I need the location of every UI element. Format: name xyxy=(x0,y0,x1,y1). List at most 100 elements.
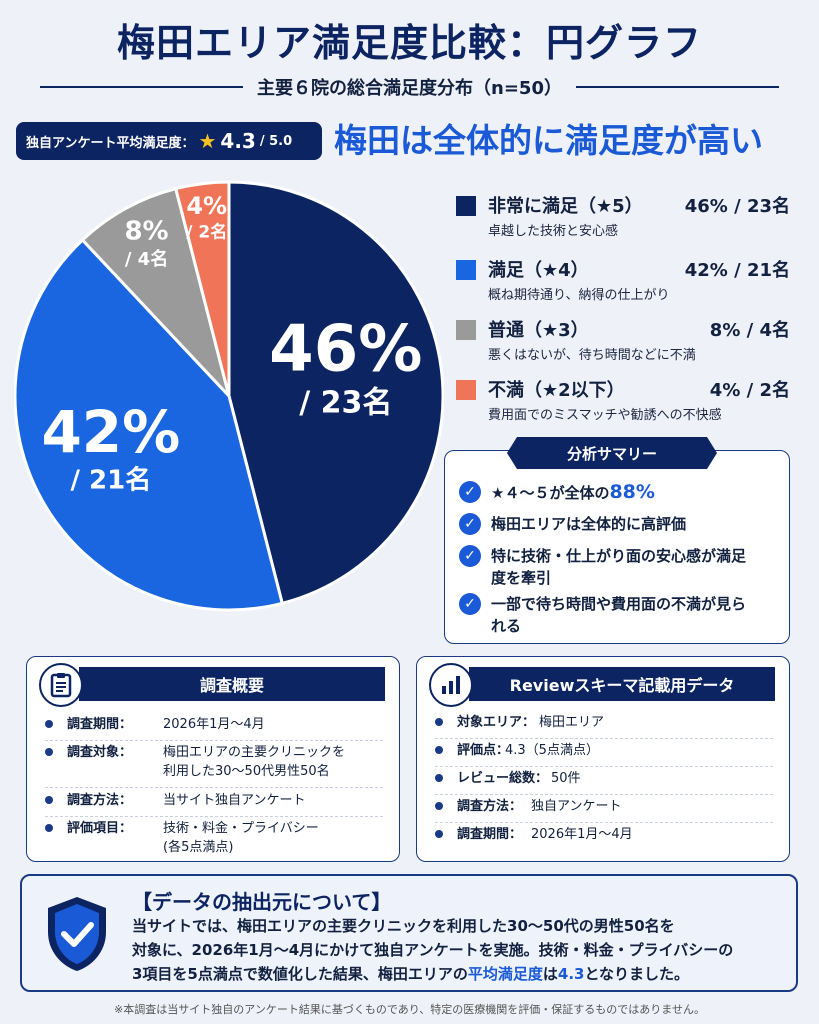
source-title: 【データの抽出元について】 xyxy=(132,890,392,914)
bullet xyxy=(435,746,443,754)
bullet xyxy=(435,802,443,810)
source-body: 当サイトでは、梅田エリアの主要クリニックを利用した30～50代の男性50名を 対… xyxy=(132,914,792,986)
subtitle: 主要６院の総合満足度分布（n=50） xyxy=(257,78,562,99)
divider-left xyxy=(40,86,244,88)
data-source-box: 【データの抽出元について】 当サイトでは、梅田エリアの主要クリニックを利用した3… xyxy=(20,874,798,992)
bullet xyxy=(45,720,53,728)
pie-slice-dissatisfied xyxy=(173,180,231,397)
clipboard-icon xyxy=(39,663,83,707)
summary-item: ✓ ★４～５が全体の88% xyxy=(459,481,655,504)
pie-slice-neutral xyxy=(80,186,231,398)
check-icon: ✓ xyxy=(459,593,481,615)
row-value: 2026年1月～4月 xyxy=(163,717,265,732)
bullet xyxy=(45,796,53,804)
divider-right xyxy=(575,86,780,88)
slice-count-label: / 21名 xyxy=(70,464,151,495)
row-value: 4.3（5点満点） xyxy=(505,743,599,758)
shield-check-icon xyxy=(48,897,106,971)
bullet xyxy=(45,748,53,756)
row-key: 調査期間： xyxy=(457,827,523,842)
pie-chart: 46%/ 23名 42%/ 21名 8%/ 4名 4%/ 2名 xyxy=(14,180,444,612)
summary-item: ✓ 梅田エリアは全体的に高評価 xyxy=(459,513,686,535)
legend-label: 非常に満足（★5） xyxy=(488,196,643,217)
row-value-line2: (各5点満点) xyxy=(163,840,234,855)
star-icon: ★ xyxy=(198,129,217,153)
row-value-line2: 利用した30～50代男性50名 xyxy=(163,764,330,779)
headline: 梅田は全体的に満足度が高い xyxy=(334,121,763,160)
average-score-label: 独自アンケート平均満足度： xyxy=(26,135,195,151)
summary-text: ★４～５が全体の xyxy=(491,484,610,502)
review-row: レビュー総数： 50件 xyxy=(435,769,773,795)
check-icon: ✓ xyxy=(459,513,481,535)
survey-row: 調査対象： 梅田エリアの主要クリニックを 利用した30～50代男性50名 xyxy=(45,743,383,788)
row-key: レビュー総数： xyxy=(457,771,549,786)
legend-description: 卓越した技術と安心感 xyxy=(488,224,619,239)
legend-label: 普通（★3） xyxy=(488,320,589,341)
row-value: 梅田エリア xyxy=(539,715,605,730)
check-icon: ✓ xyxy=(459,545,481,567)
legend-label: 不満（★2以下） xyxy=(488,380,625,401)
subtitle-row: 主要６院の総合満足度分布（n=50） xyxy=(40,72,780,102)
slice-count-label: / 4名 xyxy=(125,248,168,270)
row-key: 評価点： xyxy=(457,743,510,758)
slice-percent-label: 42% xyxy=(41,398,180,466)
bar-chart-icon xyxy=(429,663,473,707)
legend-description: 概ね期待通り、納得の仕上がり xyxy=(488,288,670,303)
row-value: 当サイト独自アンケート xyxy=(163,793,306,808)
legend-swatch xyxy=(456,260,476,280)
legend-label: 満足（★4） xyxy=(488,260,589,281)
row-key: 評価項目： xyxy=(67,821,133,836)
review-schema-box: Reviewスキーマ記載用データ 対象エリア： 梅田エリア 評価点： 4.3（5… xyxy=(416,656,790,862)
survey-row: 評価項目： 技術・料金・プライバシー (各5点満点) xyxy=(45,819,383,863)
bullet xyxy=(45,824,53,832)
summary-text: 特に技術・仕上がり面の安心感が満足度を牽引 xyxy=(491,547,747,587)
source-line: 対象に、2026年1月～4月にかけて独自アンケートを実施。技術・料金・プライバシ… xyxy=(132,941,734,959)
pie-slice-very-satisfied xyxy=(227,180,444,606)
average-score-value: 4.3 xyxy=(220,129,256,153)
summary-text: 一部で待ち時間や費用面の不満が見られる xyxy=(491,595,747,635)
survey-row: 調査方法： 当サイト独自アンケート xyxy=(45,791,383,817)
row-value: 2026年1月～4月 xyxy=(531,827,633,842)
slice-percent-label: 8% xyxy=(124,217,168,247)
legend-value: 4% / 2名 xyxy=(709,380,790,401)
legend-swatch xyxy=(456,196,476,216)
legend-value: 8% / 4名 xyxy=(709,320,790,341)
survey-title: 調査概要 xyxy=(79,667,385,701)
average-score-max: / 5.0 xyxy=(259,133,293,149)
row-key: 調査方法： xyxy=(457,799,523,814)
legend-value: 42% / 21名 xyxy=(684,260,790,281)
legend-swatch xyxy=(456,320,476,340)
analysis-summary: 分析サマリー ✓ ★４～５が全体の88% ✓ 梅田エリアは全体的に高評価 ✓ 特… xyxy=(444,450,790,644)
bullet xyxy=(435,830,443,838)
bullet xyxy=(435,718,443,726)
row-key: 対象エリア： xyxy=(457,715,536,730)
row-key: 調査対象： xyxy=(67,745,133,760)
average-score-badge: 独自アンケート平均満足度： ★ 4.3 / 5.0 xyxy=(16,122,322,160)
source-highlight: 4.3 xyxy=(557,965,585,983)
row-key: 調査方法： xyxy=(67,793,133,808)
check-icon: ✓ xyxy=(459,481,481,503)
legend-value: 46% / 23名 xyxy=(684,196,790,217)
slice-count-label: / 2名 xyxy=(186,222,227,243)
row-value: 独自アンケート xyxy=(531,799,622,814)
summary-highlight: 88% xyxy=(609,481,655,503)
summary-title: 分析サマリー xyxy=(507,437,717,469)
source-text: 3項目を5点満点で数値化した結果、梅田エリアの xyxy=(132,965,468,983)
legend-swatch xyxy=(456,380,476,400)
source-highlight: 平均満足度 xyxy=(467,965,543,983)
source-line: 当サイトでは、梅田エリアの主要クリニックを利用した30～50代の男性50名を xyxy=(132,917,675,935)
review-row: 調査方法： 独自アンケート xyxy=(435,797,773,823)
bullet xyxy=(435,774,443,782)
survey-overview-box: 調査概要 調査期間： 2026年1月～4月 調査対象： 梅田エリアの主要クリニッ… xyxy=(26,656,400,862)
review-title: Reviewスキーマ記載用データ xyxy=(469,667,775,701)
summary-text: 梅田エリアは全体的に高評価 xyxy=(491,515,687,533)
review-row: 調査期間： 2026年1月～4月 xyxy=(435,825,773,850)
source-line: 3項目を5点満点で数値化した結果、梅田エリアの平均満足度は4.3となりました。 xyxy=(132,962,792,986)
summary-item: ✓ 一部で待ち時間や費用面の不満が見られる xyxy=(459,593,759,637)
page-title: 梅田エリア満足度比較：円グラフ xyxy=(116,21,702,65)
slice-percent-label: 4% xyxy=(186,192,227,220)
footnote: ※本調査は当サイト独自のアンケート結果に基づくものであり、特定の医療機関を評価・… xyxy=(114,1003,705,1016)
review-row: 対象エリア： 梅田エリア xyxy=(435,713,773,739)
legend-description: 悪くはないが、待ち時間などに不満 xyxy=(488,348,696,363)
source-text: は xyxy=(542,965,558,983)
